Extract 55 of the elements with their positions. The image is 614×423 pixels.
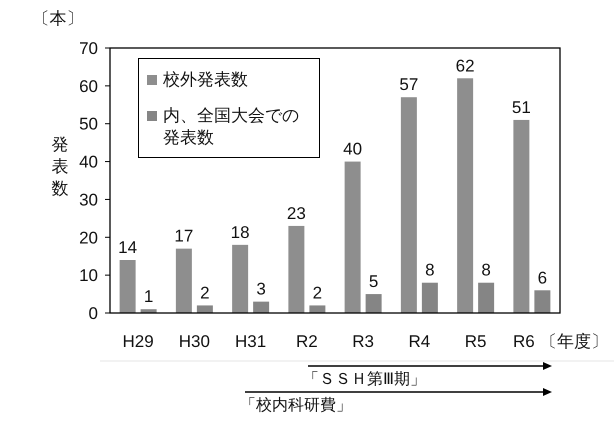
bar xyxy=(400,97,417,313)
y-tick-label: 60 xyxy=(79,76,98,96)
x-tick-label: R6 xyxy=(513,332,535,351)
y-tick-label: 10 xyxy=(79,266,98,286)
data-label: 2 xyxy=(200,283,210,302)
x-tick-label: R2 xyxy=(296,332,318,351)
bar xyxy=(120,260,136,313)
data-label: 3 xyxy=(256,280,266,299)
data-label: 23 xyxy=(286,204,306,223)
x-tick-label: R5 xyxy=(464,332,486,351)
bar xyxy=(232,244,248,313)
y-tick-label: 30 xyxy=(79,190,98,210)
y-axis-title: 発表数 xyxy=(52,135,68,198)
data-label: 57 xyxy=(399,75,418,94)
bar xyxy=(196,305,213,313)
text: 〔本〕 xyxy=(32,9,84,28)
data-label: 14 xyxy=(118,238,138,257)
bar xyxy=(140,309,157,313)
bar xyxy=(422,282,438,313)
text: 「校内科研費」 xyxy=(240,396,352,414)
bar xyxy=(288,226,304,313)
data-label: 51 xyxy=(512,98,531,117)
x-tick-label: R4 xyxy=(408,332,430,351)
bar xyxy=(513,120,530,313)
bar xyxy=(344,162,361,313)
x-tick-label: H30 xyxy=(178,332,210,351)
x-tick-label: H29 xyxy=(122,332,154,351)
legend-label: 校外発表数 xyxy=(163,69,248,91)
y-tick-label: 40 xyxy=(79,152,98,172)
bar xyxy=(534,290,550,313)
data-label: 1 xyxy=(144,287,154,306)
data-label: 6 xyxy=(538,268,548,288)
y-tick-label: 50 xyxy=(79,114,98,134)
bar xyxy=(478,282,494,313)
bar xyxy=(366,294,382,313)
bar xyxy=(309,305,326,313)
y-tick-label: 0 xyxy=(88,304,98,323)
legend-label: 内、全国大会での発表数 xyxy=(163,105,300,149)
bar xyxy=(457,78,474,313)
bar xyxy=(176,248,192,313)
data-label: 5 xyxy=(368,272,378,292)
data-label: 40 xyxy=(343,140,362,159)
bar xyxy=(253,302,270,313)
data-label: 2 xyxy=(312,283,322,302)
x-tick-label: H31 xyxy=(235,332,266,351)
text: 「ＳＳＨ第Ⅲ期」 xyxy=(303,370,426,388)
data-label: 17 xyxy=(174,226,194,246)
x-tick-label: R3 xyxy=(352,332,374,351)
data-label: 8 xyxy=(425,260,435,280)
y-tick-label: 20 xyxy=(79,228,98,248)
x-axis-title: 〔年度〕 xyxy=(540,332,608,351)
data-label: 18 xyxy=(230,222,250,242)
y-tick-label: 70 xyxy=(79,39,98,58)
data-label: 62 xyxy=(456,56,475,76)
data-label: 8 xyxy=(481,260,491,280)
